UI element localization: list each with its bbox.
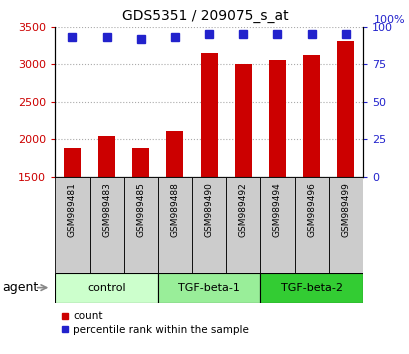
Bar <box>260 177 294 273</box>
Text: GSM989490: GSM989490 <box>204 182 213 237</box>
Text: GSM989496: GSM989496 <box>306 182 315 237</box>
Bar <box>200 53 217 177</box>
Text: agent: agent <box>2 281 38 294</box>
Text: TGF-beta-2: TGF-beta-2 <box>280 282 342 293</box>
Bar <box>132 148 149 177</box>
Bar <box>226 177 260 273</box>
Text: GSM989481: GSM989481 <box>68 182 77 237</box>
Text: GSM989483: GSM989483 <box>102 182 111 237</box>
Bar <box>98 136 115 177</box>
Bar <box>64 148 81 177</box>
Legend: count, percentile rank within the sample: count, percentile rank within the sample <box>61 312 248 335</box>
Text: GSM989499: GSM989499 <box>340 182 349 237</box>
Text: GSM989488: GSM989488 <box>170 182 179 237</box>
Bar <box>336 41 353 177</box>
Bar <box>191 177 226 273</box>
Bar <box>124 177 157 273</box>
Bar <box>55 273 157 303</box>
Text: control: control <box>87 282 126 293</box>
Bar <box>294 177 328 273</box>
Bar <box>328 177 362 273</box>
Text: 100%: 100% <box>373 15 405 25</box>
Bar <box>166 131 183 177</box>
Text: GDS5351 / 209075_s_at: GDS5351 / 209075_s_at <box>121 9 288 23</box>
Bar <box>268 59 285 177</box>
Bar <box>234 64 251 177</box>
Bar <box>157 177 191 273</box>
Bar <box>260 273 362 303</box>
Text: GSM989485: GSM989485 <box>136 182 145 237</box>
Text: GSM989494: GSM989494 <box>272 182 281 236</box>
Text: TGF-beta-1: TGF-beta-1 <box>178 282 239 293</box>
Text: GSM989492: GSM989492 <box>238 182 247 236</box>
Bar <box>89 177 124 273</box>
Bar <box>157 273 260 303</box>
Bar <box>302 55 319 177</box>
Bar <box>55 177 89 273</box>
